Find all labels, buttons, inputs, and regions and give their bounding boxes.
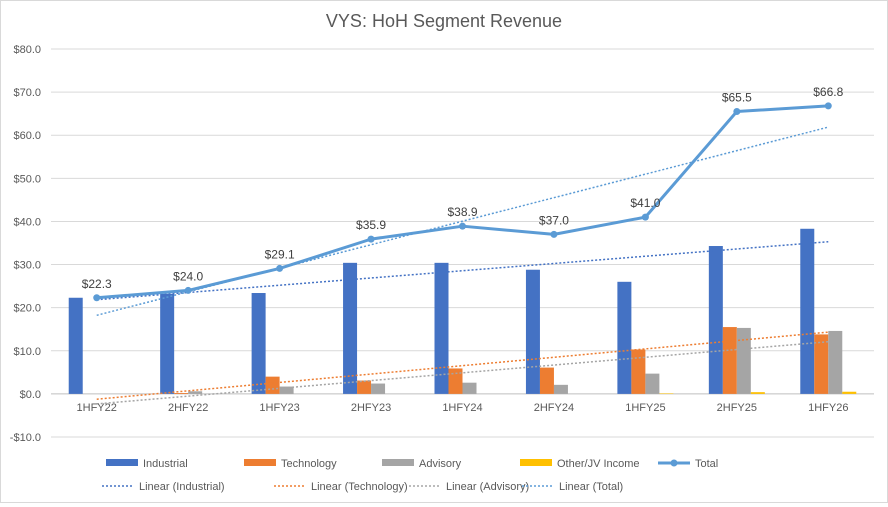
legend-swatch-industrial: [106, 459, 138, 466]
total-line: $22.3 $24.0 $29.1 $35.9 $38.9 $37.0 $41.0 $65.5…: [82, 85, 844, 302]
data-label-total: $41.0: [630, 196, 660, 210]
point-total: [184, 286, 192, 294]
data-label-total: $29.1: [265, 247, 295, 261]
legend-label: Industrial: [143, 458, 188, 470]
bar-technology: [722, 327, 737, 394]
x-tick-label: 1HFY24: [442, 402, 482, 414]
bar-industrial: [525, 269, 540, 394]
bar-technology: [448, 368, 463, 394]
point-total: [733, 108, 741, 116]
bar-advisory: [188, 391, 203, 394]
bar-industrial: [800, 228, 815, 394]
x-tick-label: 1HFY26: [808, 402, 848, 414]
y-tick-label: $50.0: [13, 173, 41, 185]
bar-other-jv-income: [750, 392, 765, 394]
y-tick-label: $40.0: [13, 216, 41, 228]
legend-label: Linear (Total): [559, 481, 623, 493]
bar-other-jv-income: [842, 391, 857, 394]
bar-advisory: [736, 327, 751, 394]
point-total: [550, 230, 558, 238]
legend-swatch-other-jv-income: [520, 459, 552, 466]
y-tick-label: $60.0: [13, 130, 41, 142]
legend-label: Advisory: [419, 458, 462, 470]
x-tick-label: 1HFY25: [625, 402, 665, 414]
bar-industrial: [617, 281, 632, 394]
bar-advisory: [279, 386, 294, 394]
bar-technology: [174, 393, 189, 394]
data-label-total: $22.3: [82, 277, 112, 291]
bar-other-jv-income: [659, 393, 674, 394]
legend-label: Linear (Technology): [311, 481, 408, 493]
bar-advisory: [462, 382, 477, 394]
x-axis-ticks: 1HFY22 2HFY22 1HFY23 2HFY23 1HFY24 2HFY24 1HFY…: [77, 402, 849, 414]
bar-industrial: [160, 293, 175, 394]
y-tick-label: -$10.0: [10, 432, 41, 444]
data-label-total: $37.0: [539, 213, 569, 227]
bars: [68, 228, 857, 394]
data-label-total: $35.9: [356, 218, 386, 232]
bar-industrial: [251, 293, 266, 394]
legend-label: Technology: [281, 458, 337, 470]
legend-label: Linear (Advisory): [446, 481, 529, 493]
legend-label: Linear (Industrial): [139, 481, 225, 493]
point-total: [459, 222, 466, 230]
point-total: [824, 102, 832, 110]
y-tick-label: $70.0: [13, 87, 41, 99]
x-tick-label: 2HFY25: [717, 402, 757, 414]
legend: Industrial Technology Advisory Other/JV Inc…: [102, 458, 718, 493]
x-tick-label: 1HFY22: [77, 402, 117, 414]
y-tick-label: $20.0: [13, 303, 41, 315]
y-tick-label: $80.0: [13, 44, 41, 56]
point-total: [93, 294, 101, 302]
x-tick-label: 2HFY22: [168, 402, 208, 414]
data-label-total: $65.5: [722, 91, 752, 105]
legend-swatch-advisory: [382, 459, 414, 466]
point-total: [367, 235, 375, 243]
bar-technology: [539, 367, 554, 394]
bar-industrial: [68, 297, 83, 394]
trendline-technology: [96, 331, 829, 400]
bar-advisory: [645, 373, 660, 394]
bar-industrial: [434, 262, 449, 394]
bar-advisory: [828, 330, 843, 394]
y-tick-label: $10.0: [13, 346, 41, 358]
bar-industrial: [708, 246, 723, 394]
y-tick-label: $30.0: [13, 260, 41, 272]
bar-technology: [357, 380, 372, 394]
legend-label: Other/JV Income: [557, 458, 640, 470]
y-tick-label: $0.0: [20, 389, 41, 401]
point-total: [641, 213, 649, 221]
x-tick-label: 2HFY24: [534, 402, 574, 414]
legend-label: Total: [695, 458, 718, 470]
chart-title: VYS: HoH Segment Revenue: [326, 11, 562, 31]
bar-technology: [265, 376, 280, 394]
legend-marker-total: [670, 459, 678, 467]
bar-industrial: [343, 262, 358, 394]
point-total: [276, 264, 284, 272]
bar-technology: [631, 349, 646, 394]
data-label-total: $66.8: [813, 85, 843, 99]
y-axis-ticks: -$10.0 $0.0 $10.0 $20.0 $30.0 $40.0 $50.0 $60.0…: [10, 44, 41, 444]
data-label-total: $38.9: [447, 205, 477, 219]
data-label-total: $24.0: [173, 269, 203, 283]
bar-technology: [814, 334, 829, 394]
bar-advisory: [371, 383, 386, 394]
x-tick-label: 2HFY23: [351, 402, 391, 414]
bar-advisory: [553, 384, 568, 394]
legend-swatch-technology: [244, 459, 276, 466]
x-tick-label: 1HFY23: [259, 402, 299, 414]
